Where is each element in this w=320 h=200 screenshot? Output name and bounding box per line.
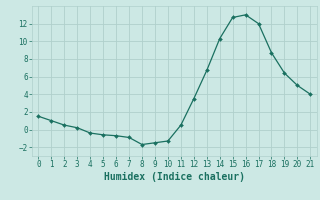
X-axis label: Humidex (Indice chaleur): Humidex (Indice chaleur) bbox=[104, 172, 245, 182]
